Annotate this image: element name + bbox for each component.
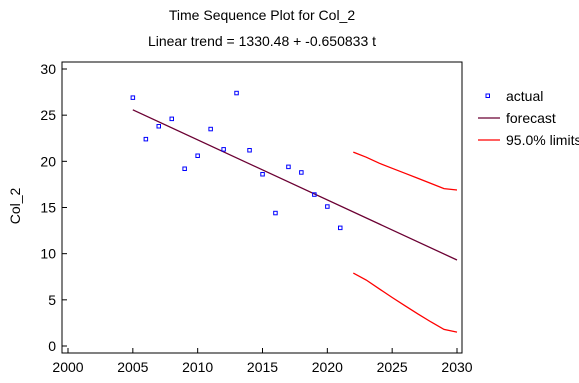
- y-tick-label: 10: [40, 246, 56, 262]
- actual-point: [182, 166, 187, 171]
- y-tick-label: 5: [48, 292, 56, 308]
- actual-point: [234, 90, 239, 96]
- x-tick-label: 2005: [117, 359, 148, 375]
- x-tick-label: 2010: [182, 359, 213, 375]
- legend-forecast-label: forecast: [506, 110, 556, 126]
- y-tick-label: 30: [40, 61, 56, 77]
- actual-point: [221, 147, 226, 152]
- y-axis-label: Col_2: [7, 188, 23, 225]
- actual-point: [299, 170, 304, 175]
- legend: actual forecast 95.0% limits: [478, 88, 579, 148]
- y-tick-label: 25: [40, 107, 56, 123]
- upper-limit-line: [353, 151, 458, 191]
- y-tick-label: 0: [48, 338, 56, 354]
- legend-actual-label: actual: [506, 88, 543, 104]
- x-tick-label: 2000: [52, 359, 83, 375]
- actual-point: [312, 192, 317, 197]
- actual-point: [325, 204, 330, 209]
- actual-point: [273, 210, 278, 216]
- actual-point: [195, 153, 200, 158]
- forecast-line: [132, 109, 458, 261]
- actual-point: [260, 172, 265, 177]
- actual-point: [286, 164, 291, 170]
- y-tick-label: 20: [40, 153, 56, 169]
- x-tick-label: 2020: [312, 359, 343, 375]
- x-axis: 2000 2005 2010 2015 2020 2025 2030: [52, 348, 473, 375]
- chart-title: Time Sequence Plot for Col_2: [169, 7, 355, 23]
- actual-point: [143, 136, 149, 142]
- lower-limit-line: [352, 272, 458, 333]
- y-axis: 0 5 10 15 20 25 30: [40, 61, 67, 354]
- y-tick-label: 15: [40, 200, 56, 216]
- legend-actual-marker: [485, 93, 490, 98]
- actual-point: [169, 116, 174, 122]
- plot-marks: [130, 90, 458, 333]
- actual-point: [338, 225, 343, 231]
- actual-point: [130, 95, 136, 100]
- actual-point: [208, 126, 213, 132]
- actual-point: [247, 148, 252, 153]
- actual-point: [156, 124, 161, 129]
- x-tick-label: 2015: [247, 359, 278, 375]
- chart-subtitle: Linear trend = 1330.48 + -0.650833 t: [148, 33, 376, 49]
- x-tick-label: 2025: [377, 359, 408, 375]
- plot-frame: [61, 61, 463, 354]
- x-tick-label: 2030: [441, 359, 472, 375]
- legend-limits-label: 95.0% limits: [506, 132, 579, 148]
